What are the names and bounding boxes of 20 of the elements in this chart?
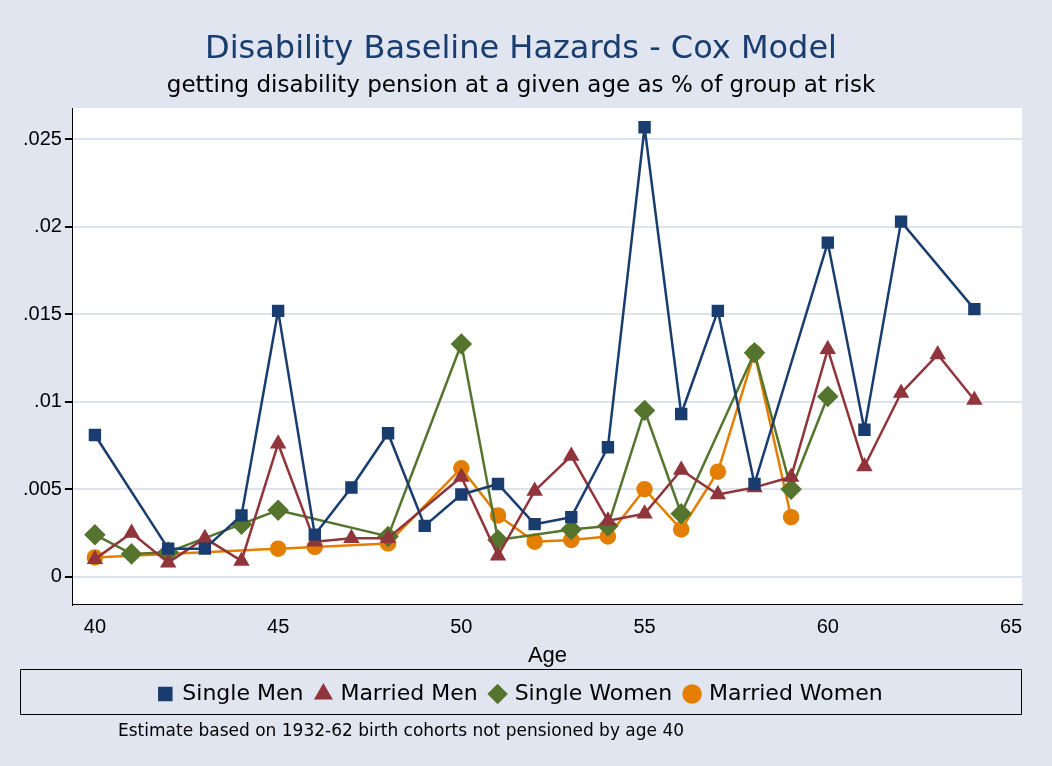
x-axis-title: Age xyxy=(527,641,568,667)
y-tick-label: .01 xyxy=(34,389,62,412)
y-tick-label: .005 xyxy=(22,476,62,499)
x-tick-label: 55 xyxy=(633,615,656,638)
x-tick-label: 65 xyxy=(999,615,1023,638)
chart-subtitle: getting disability pension at a given age as % of group at risk xyxy=(166,71,876,98)
y-tick-label: .015 xyxy=(22,301,62,324)
x-tick-label: 45 xyxy=(267,615,290,638)
y-tick-label: 0 xyxy=(50,564,62,587)
x-tick-label: 40 xyxy=(83,615,107,638)
text: Estimate based on 1932-62 birth cohorts not pensioned by age 40 xyxy=(118,720,685,740)
legend-label: Single Men xyxy=(182,679,304,705)
y-tick-label: .02 xyxy=(34,214,62,237)
legend-label: Married Women xyxy=(709,679,883,705)
x-tick-label: 60 xyxy=(816,615,839,638)
legend-label: Married Men xyxy=(340,679,478,705)
legend-label: Single Women xyxy=(514,679,673,705)
y-tick-label: .025 xyxy=(22,126,62,149)
x-tick-label: 50 xyxy=(450,615,473,638)
chart-title: Disability Baseline Hazards - Cox Model xyxy=(205,27,837,66)
